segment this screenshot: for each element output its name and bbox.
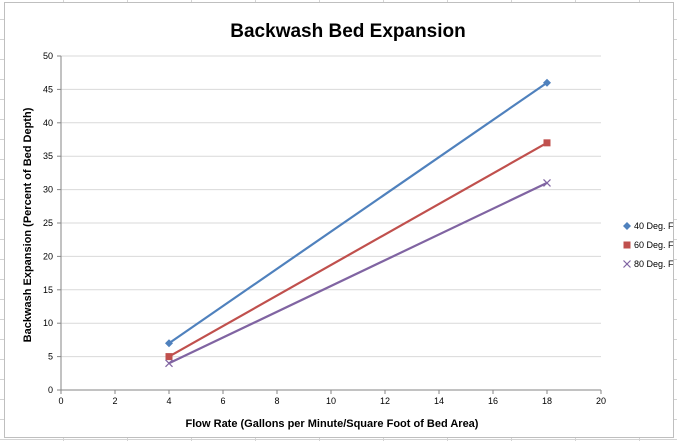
legend-marker-2 bbox=[623, 241, 631, 249]
x-tick-label-10: 10 bbox=[326, 396, 336, 406]
chart-title: Backwash Bed Expansion bbox=[230, 21, 465, 42]
y-tick-label-40: 40 bbox=[43, 118, 53, 128]
y-tick-labels: 0 5 10 15 20 25 30 35 40 45 50 bbox=[43, 51, 53, 395]
legend-label-1: 40 Deg. F bbox=[634, 221, 674, 231]
legend-label-3: 80 Deg. F bbox=[634, 259, 674, 269]
series-1-point-1 bbox=[165, 339, 173, 348]
series-3-line bbox=[168, 181, 548, 365]
x-tick-labels: 0 2 4 6 8 10 12 14 16 18 20 bbox=[58, 396, 606, 406]
y-tick-label-20: 20 bbox=[43, 251, 53, 261]
series-2-point-2 bbox=[543, 139, 551, 147]
legend-marker-3 bbox=[623, 260, 631, 268]
series-2-line bbox=[168, 141, 548, 358]
x-tick-label-20: 20 bbox=[596, 396, 606, 406]
legend-label-2: 60 Deg. F bbox=[634, 240, 674, 250]
y-tick-label-35: 35 bbox=[43, 151, 53, 161]
axes bbox=[57, 55, 602, 394]
series-3-point-1 bbox=[165, 359, 173, 368]
legend: 40 Deg. F 60 Deg. F 80 Deg. F bbox=[623, 221, 674, 269]
series-1-line bbox=[168, 81, 548, 345]
y-tick-label-15: 15 bbox=[43, 285, 53, 295]
x-tick-label-14: 14 bbox=[434, 396, 444, 406]
y-tick-label-10: 10 bbox=[43, 318, 53, 328]
series-1-point-2 bbox=[543, 78, 551, 87]
x-tick-label-2: 2 bbox=[112, 396, 117, 406]
x-tick-label-6: 6 bbox=[220, 396, 225, 406]
x-tick-label-16: 16 bbox=[488, 396, 498, 406]
x-tick-label-8: 8 bbox=[274, 396, 279, 406]
y-tick-label-30: 30 bbox=[43, 185, 53, 195]
x-tick-label-12: 12 bbox=[380, 396, 390, 406]
y-tick-label-45: 45 bbox=[43, 84, 53, 94]
x-tick-label-4: 4 bbox=[166, 396, 171, 406]
series-layer bbox=[165, 78, 551, 368]
x-axis-title: Flow Rate (Gallons per Minute/Square Foo… bbox=[186, 418, 479, 430]
series-2-point-1 bbox=[165, 353, 173, 361]
gridlines bbox=[61, 55, 601, 358]
legend-marker-1 bbox=[623, 222, 631, 230]
x-tick-label-18: 18 bbox=[542, 396, 552, 406]
series-3-point-2 bbox=[543, 178, 551, 187]
y-tick-label-0: 0 bbox=[48, 385, 53, 395]
y-tick-label-25: 25 bbox=[43, 218, 53, 228]
chart-area[interactable]: Backwash Bed Expansion 0 5 10 15 20 25 30 35 40 4… bbox=[4, 2, 674, 438]
y-tick-label-5: 5 bbox=[48, 352, 53, 362]
chart-svg: Backwash Bed Expansion 05101520253035404… bbox=[22, 21, 674, 430]
y-axis-title: Backwash Expansion (Percent of Bed Depth… bbox=[22, 107, 34, 342]
y-tick-label-50: 50 bbox=[43, 51, 53, 61]
x-tick-label-0: 0 bbox=[58, 396, 63, 406]
